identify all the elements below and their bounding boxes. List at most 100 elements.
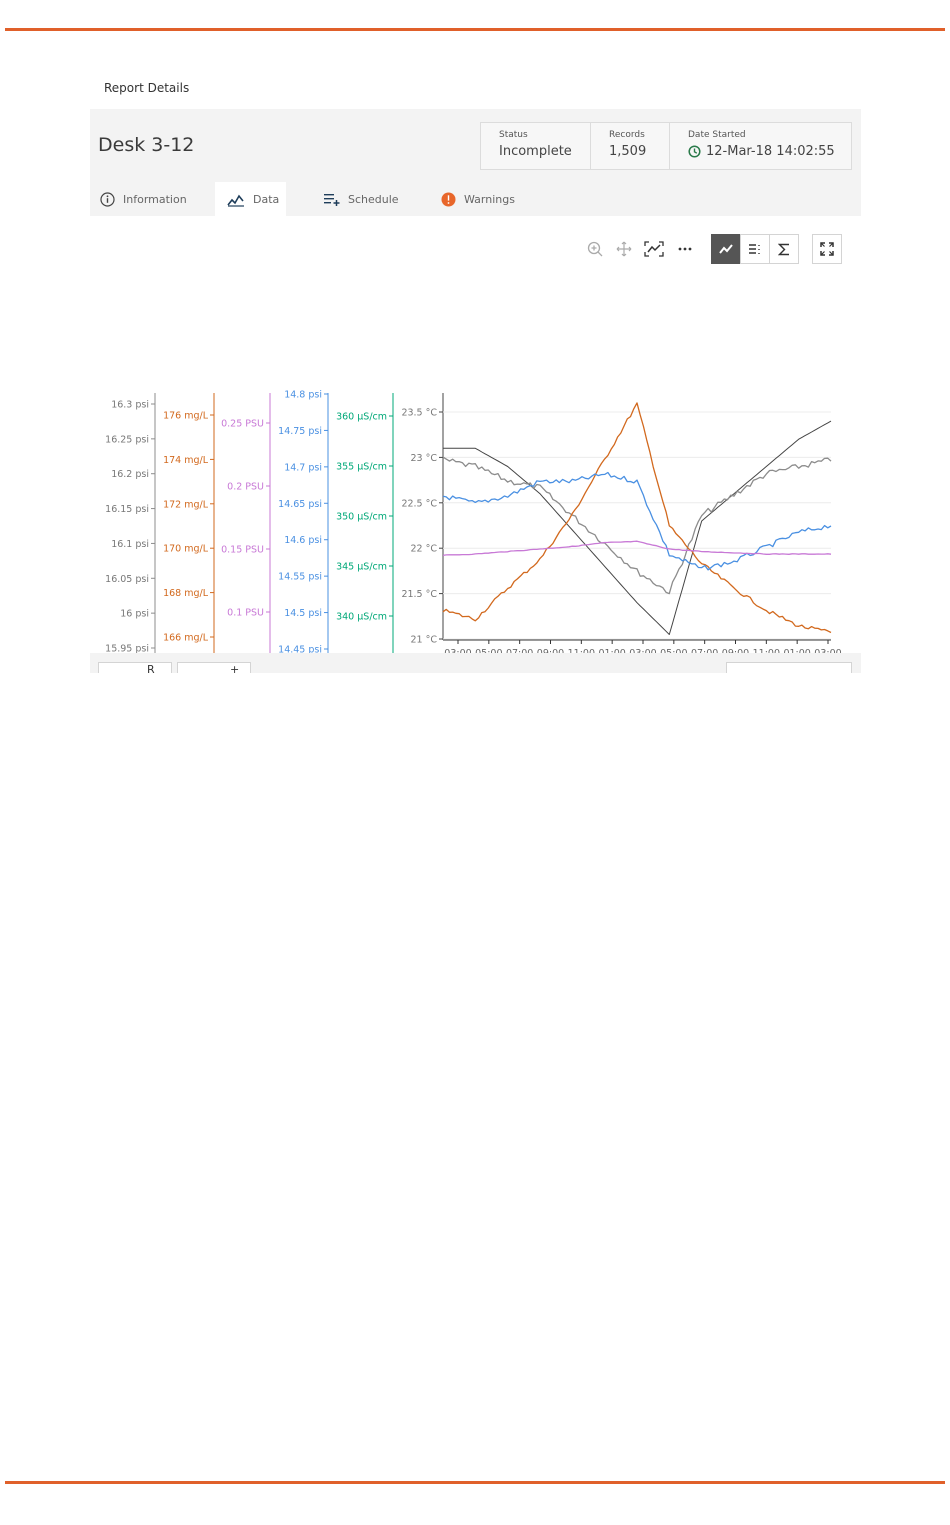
zoom-in-icon[interactable] bbox=[584, 234, 606, 264]
fit-icon[interactable] bbox=[642, 234, 666, 264]
axis-tick-label: 170 mg/L bbox=[163, 544, 209, 555]
axis-tick-label: 16.2 psi bbox=[111, 469, 149, 480]
date-started-label: Date Started bbox=[688, 130, 746, 140]
x-tick-label: 03:00 bbox=[814, 648, 841, 653]
tab-label-schedule: Schedule bbox=[348, 193, 399, 206]
pan-icon[interactable] bbox=[613, 234, 635, 264]
x-tick-label: 03:00 bbox=[444, 648, 471, 653]
records-label: Records bbox=[609, 130, 645, 140]
bottom-select[interactable] bbox=[726, 662, 852, 673]
axis-tick-label: 350 µS/cm bbox=[336, 512, 387, 523]
x-tick-label: 07:00 bbox=[506, 648, 533, 653]
axis-tick-label: 14.7 psi bbox=[284, 462, 322, 473]
axis-tick-label: 14.6 psi bbox=[284, 535, 322, 546]
series-line-pressure bbox=[442, 471, 832, 571]
chart-icon bbox=[227, 194, 244, 207]
axis-tick-label: 16.05 psi bbox=[105, 574, 149, 585]
axis-tick-label: 23.5 °C bbox=[401, 408, 437, 419]
list-view-button[interactable] bbox=[740, 234, 770, 264]
sigma-button[interactable] bbox=[769, 234, 799, 264]
records-cell: Records 1,509 bbox=[591, 123, 670, 169]
x-tick-label: 05:00 bbox=[660, 648, 687, 653]
axis-tick-label: 166 mg/L bbox=[163, 633, 209, 644]
report-details-label: Report Details bbox=[104, 81, 190, 95]
axis-tick-label: 22.5 °C bbox=[401, 498, 437, 509]
more-icon[interactable] bbox=[674, 234, 696, 264]
bottom-button-1[interactable]: R bbox=[98, 662, 172, 673]
chart-area: 16.3 psi 16.25 psi 16.2 psi 16.15 psi 16.1 p… bbox=[90, 216, 861, 653]
axis-tick-label: 340 µS/cm bbox=[336, 612, 387, 623]
tab-warnings[interactable]: Warnings bbox=[441, 182, 515, 217]
x-tick-label: 01:00 bbox=[783, 648, 810, 653]
x-tick-label: 11:00 bbox=[753, 648, 780, 653]
axis-tick-label: 174 mg/L bbox=[163, 455, 209, 466]
axis-tick-label: 14.75 psi bbox=[278, 426, 322, 437]
x-tick-label: 09:00 bbox=[537, 648, 564, 653]
tab-data[interactable]: Data bbox=[215, 182, 286, 217]
chart-svg: 16.3 psi 16.25 psi 16.2 psi 16.15 psi 16.1 p… bbox=[105, 390, 842, 654]
series-line-temperature bbox=[443, 420, 832, 635]
axis-tick-label: 168 mg/L bbox=[163, 588, 209, 599]
records-value: 1,509 bbox=[609, 144, 647, 159]
tab-label-information: Information bbox=[123, 193, 187, 206]
tab-bar: Information Data Schedule War bbox=[90, 182, 861, 217]
series-line-salinity bbox=[442, 540, 832, 557]
axis-tick-label: 21.5 °C bbox=[401, 589, 437, 600]
x-tick-label: 03:00 bbox=[629, 648, 656, 653]
series-line-dtw bbox=[442, 456, 832, 595]
x-tick-label: 09:00 bbox=[722, 648, 749, 653]
axis-tick-label: 14.55 psi bbox=[278, 572, 322, 583]
date-started-value: 12-Mar-18 14:02:55 bbox=[706, 144, 835, 159]
axis-tick-label: 0.1 PSU bbox=[227, 608, 264, 619]
axis-tick-label: 0.2 PSU bbox=[227, 482, 264, 493]
status-label: Status bbox=[499, 130, 528, 140]
axis-tick-label: 14.45 psi bbox=[278, 645, 322, 654]
axis-tick-label: 176 mg/L bbox=[163, 411, 209, 422]
bottom-bar: R + bbox=[90, 653, 861, 673]
warning-icon bbox=[441, 192, 456, 207]
list-view-icon bbox=[749, 244, 760, 254]
axis-tick-label: 16.15 psi bbox=[105, 504, 149, 515]
device-title: Desk 3-12 bbox=[98, 134, 195, 156]
axis-tick-label: 360 µS/cm bbox=[336, 412, 387, 423]
axis-tick-label: 16.3 psi bbox=[111, 400, 149, 411]
date-cell: Date Started 12-Mar-18 14:02:55 bbox=[670, 123, 851, 169]
info-icon bbox=[100, 192, 115, 207]
x-tick-label: 11:00 bbox=[568, 648, 595, 653]
axis-tick-label: 355 µS/cm bbox=[336, 462, 387, 473]
axis-tick-label: 23 °C bbox=[411, 453, 438, 464]
axis-tick-label: 14.8 psi bbox=[284, 390, 322, 401]
tab-label-data: Data bbox=[253, 193, 280, 206]
axis-tick-label: 345 µS/cm bbox=[336, 562, 387, 573]
axis-tick-label: 14.65 psi bbox=[278, 499, 322, 510]
axis-tick-label: 15.95 psi bbox=[105, 644, 149, 654]
axis-tick-label: 0.15 PSU bbox=[221, 545, 264, 556]
bottom-button-2[interactable]: + bbox=[177, 662, 251, 673]
tab-schedule[interactable]: Schedule bbox=[324, 182, 399, 217]
status-cell: Status Incomplete bbox=[481, 123, 591, 169]
schedule-icon bbox=[324, 194, 340, 206]
line-view-icon bbox=[719, 244, 733, 254]
fullscreen-button[interactable] bbox=[812, 234, 842, 264]
info-box: Status Incomplete Records 1,509 Date Sta… bbox=[480, 122, 852, 170]
fullscreen-icon bbox=[820, 242, 834, 256]
axis-tick-label: 22 °C bbox=[411, 544, 438, 555]
sigma-icon bbox=[778, 243, 789, 255]
axis-tick-label: 14.5 psi bbox=[284, 608, 322, 619]
tab-label-warnings: Warnings bbox=[464, 193, 515, 206]
x-tick-label: 05:00 bbox=[475, 648, 502, 653]
axis-tick-label: 16.25 psi bbox=[105, 434, 149, 445]
clock-icon bbox=[688, 145, 701, 158]
header-rule bbox=[5, 28, 945, 31]
x-tick-label: 07:00 bbox=[691, 648, 718, 653]
line-view-button[interactable] bbox=[711, 234, 741, 264]
axis-tick-label: 16 psi bbox=[120, 609, 149, 620]
series-line-tds bbox=[442, 402, 832, 634]
axis-tick-label: 172 mg/L bbox=[163, 499, 209, 510]
footer-rule bbox=[5, 1481, 945, 1484]
tab-information[interactable]: Information bbox=[100, 182, 187, 217]
status-value: Incomplete bbox=[499, 144, 572, 159]
axis-tick-label: 0.25 PSU bbox=[221, 419, 264, 430]
axis-tick-label: 21 °C bbox=[411, 635, 438, 646]
device-panel: Desk 3-12 Status Incomplete Records 1,50… bbox=[90, 109, 861, 673]
